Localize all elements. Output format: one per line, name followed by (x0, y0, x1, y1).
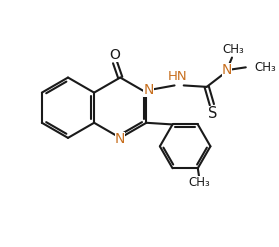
Text: N: N (222, 63, 232, 77)
Text: N: N (143, 83, 154, 97)
Text: CH₃: CH₃ (254, 61, 276, 74)
Text: N: N (115, 132, 126, 146)
Text: CH₃: CH₃ (223, 43, 244, 56)
Text: O: O (110, 47, 121, 62)
Text: CH₃: CH₃ (188, 176, 210, 189)
Text: S: S (208, 106, 217, 121)
Text: HN: HN (168, 70, 188, 82)
